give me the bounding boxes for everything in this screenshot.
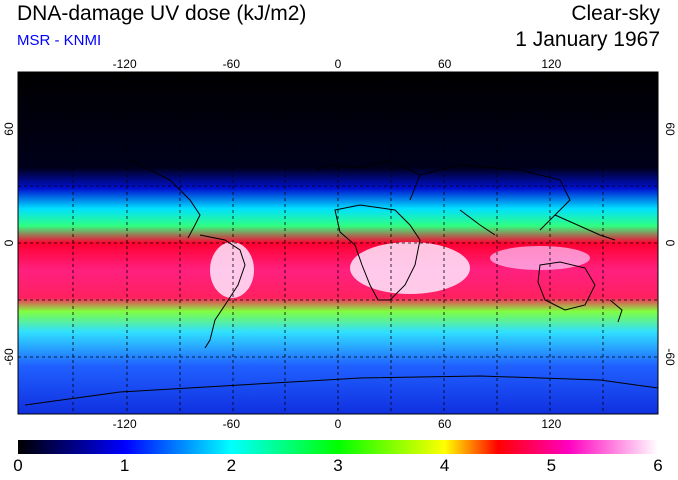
lon-tick-label-top: 120	[541, 57, 561, 71]
lon-tick-label-bottom: 0	[335, 417, 342, 431]
colorbar-label: 0	[13, 456, 23, 475]
lon-tick-label-bottom: 120	[541, 417, 561, 431]
pacific-high-dose	[490, 246, 590, 270]
lon-tick-label-bottom: -120	[113, 417, 137, 431]
graticule	[18, 72, 658, 414]
source-label: MSR - KNMI	[17, 32, 102, 49]
colorbar-label: 4	[439, 456, 450, 475]
lat-tick-label-left: 0	[2, 239, 16, 246]
lon-tick-label-top: -60	[223, 57, 241, 71]
lon-tick-label-top: 0	[335, 57, 342, 71]
colorbar-label: 5	[546, 456, 557, 475]
sky-condition-label: Clear-sky	[571, 2, 660, 25]
lon-tick-label-top: 60	[438, 57, 452, 71]
colorbar-label: 6	[653, 456, 663, 475]
map-frame	[17, 71, 659, 415]
date-label: 1 January 1967	[515, 28, 660, 51]
lat-tick-label-right: 0	[663, 240, 677, 247]
lon-tick-label-bottom: -60	[223, 417, 241, 431]
map-title: DNA-damage UV dose (kJ/m2)	[17, 2, 307, 25]
lon-tick-label-top: -120	[113, 57, 137, 71]
south-america-high-dose	[210, 242, 254, 298]
colorbar-label: 1	[119, 456, 130, 475]
lat-tick-label-right: -60	[663, 348, 677, 366]
colorbar-label: 3	[333, 456, 343, 475]
lat-tick-label-right: 60	[663, 122, 677, 136]
lat-tick-label-left: -60	[2, 348, 16, 366]
lat-tick-label-left: 60	[2, 122, 16, 136]
colorbar	[18, 440, 658, 454]
colorbar-label: 2	[226, 456, 237, 475]
lon-tick-label-bottom: 60	[438, 417, 452, 431]
africa-high-dose	[350, 242, 470, 294]
